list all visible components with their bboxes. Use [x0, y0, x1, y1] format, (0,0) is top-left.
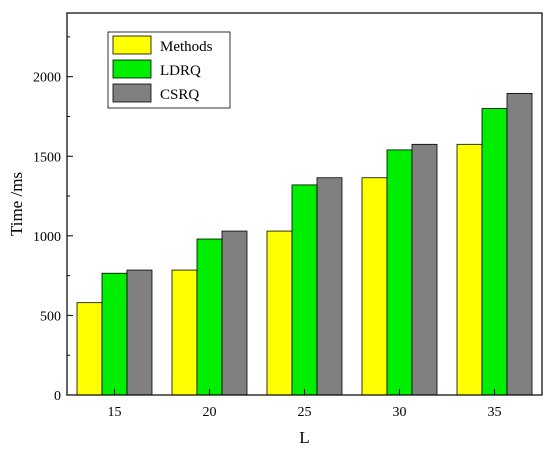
axis-ticks: 15 20 25 30 35 0 500 1000 1500 2000 — [33, 36, 502, 420]
legend-label-ldrq: LDRQ — [160, 63, 201, 79]
x-tick-label: 35 — [488, 405, 502, 420]
bar-methods-25 — [266, 230, 293, 396]
y-tick-label: 2000 — [33, 71, 61, 86]
legend-swatch-csrq — [112, 83, 152, 103]
x-axis-label: L — [299, 428, 309, 447]
bar-methods-35 — [456, 143, 483, 396]
legend: Methods LDRQ CSRQ — [107, 31, 231, 109]
y-tick-label: 1000 — [33, 230, 61, 245]
y-tick-label: 500 — [40, 309, 61, 324]
legend-label-csrq: CSRQ — [160, 87, 199, 103]
bar-ldrq-15 — [101, 272, 128, 396]
y-tick-label: 1500 — [33, 150, 61, 165]
bar-csrq-35 — [506, 92, 533, 396]
bar-csrq-30 — [411, 143, 438, 396]
bars-layer — [76, 92, 533, 396]
bar-csrq-20 — [221, 230, 248, 396]
bar-ldrq-35 — [481, 108, 508, 396]
y-tick-label: 0 — [54, 389, 61, 404]
x-tick-label: 20 — [203, 405, 217, 420]
x-tick-label: 25 — [298, 405, 312, 420]
bar-csrq-25 — [316, 177, 343, 396]
bar-csrq-15 — [126, 269, 153, 396]
x-tick-label: 30 — [393, 405, 407, 420]
legend-label-methods: Methods — [160, 39, 213, 55]
bar-methods-30 — [361, 177, 388, 396]
bar-ldrq-30 — [386, 149, 413, 396]
y-axis-label: Time /ms — [7, 172, 26, 236]
legend-swatch-methods — [112, 35, 152, 55]
bar-ldrq-20 — [196, 238, 223, 396]
x-tick-label: 15 — [108, 405, 122, 420]
legend-swatch-ldrq — [112, 59, 152, 79]
bar-ldrq-25 — [291, 184, 318, 396]
bar-methods-15 — [76, 302, 103, 396]
bar-methods-20 — [171, 269, 198, 396]
